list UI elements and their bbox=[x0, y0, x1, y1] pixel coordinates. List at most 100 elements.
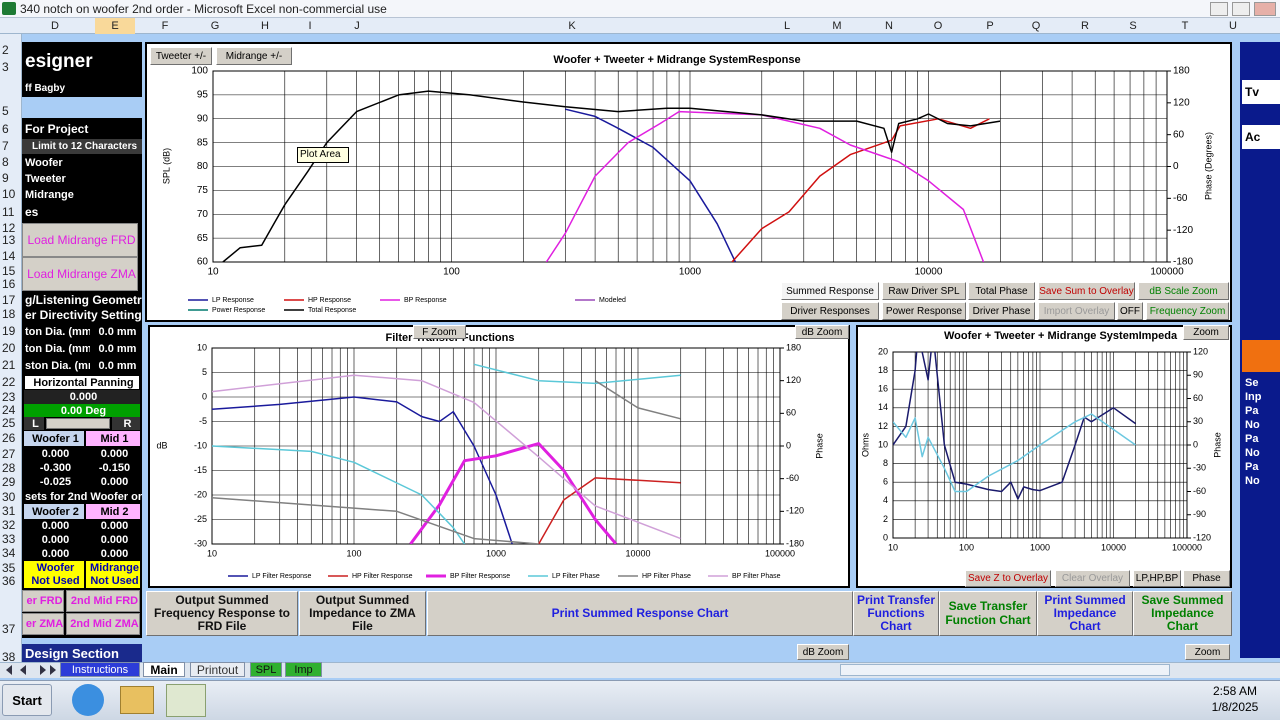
row-header[interactable]: 21 bbox=[2, 358, 16, 372]
explorer-icon[interactable] bbox=[120, 686, 154, 714]
column-header[interactable]: S bbox=[1129, 20, 1137, 32]
row-header[interactable]: 25 bbox=[2, 416, 16, 430]
left-panel-cell[interactable]: er ZMA bbox=[22, 613, 64, 635]
row-header[interactable]: 29 bbox=[2, 475, 16, 489]
column-header[interactable]: M bbox=[832, 20, 842, 32]
chart-button[interactable]: Clear Overlay bbox=[1055, 570, 1130, 587]
row-header[interactable]: 33 bbox=[2, 532, 16, 546]
row-header[interactable]: 3 bbox=[2, 60, 9, 74]
column-header[interactable]: U bbox=[1229, 20, 1237, 32]
column-header[interactable]: J bbox=[354, 20, 360, 32]
sheet-tab[interactable]: Main bbox=[143, 662, 185, 677]
horizontal-scrollbar[interactable] bbox=[840, 664, 1170, 676]
right-panel-cell[interactable]: Tv bbox=[1242, 80, 1280, 104]
chart-button[interactable]: Total Phase bbox=[968, 282, 1035, 300]
chart-button[interactable]: Save Sum to Overlay bbox=[1038, 282, 1135, 300]
chart-button[interactable]: Driver Phase bbox=[968, 302, 1035, 320]
chart-button[interactable]: Driver Responses bbox=[781, 302, 879, 320]
row-header[interactable]: 35 bbox=[2, 561, 16, 575]
row-header[interactable]: 14 bbox=[2, 249, 16, 263]
action-button[interactable]: Output Summed Impedance to ZMA File bbox=[299, 591, 426, 636]
row-header[interactable]: 19 bbox=[2, 324, 16, 338]
row-header[interactable]: 36 bbox=[2, 574, 16, 588]
action-button[interactable]: Save Summed Impedance Chart bbox=[1133, 591, 1232, 636]
action-button[interactable]: Output Summed Frequency Response to FRD … bbox=[146, 591, 298, 636]
row-header[interactable]: 18 bbox=[2, 307, 16, 321]
column-header[interactable]: R bbox=[1081, 20, 1089, 32]
chart-button[interactable]: OFF bbox=[1117, 302, 1143, 320]
chart-button[interactable]: LP,HP,BP bbox=[1133, 570, 1181, 587]
left-panel-cell[interactable]: er FRD bbox=[22, 590, 64, 612]
action-button[interactable]: Print Transfer Functions Chart bbox=[853, 591, 939, 636]
sheet-tab[interactable]: Instructions bbox=[60, 662, 140, 677]
row-header[interactable]: 28 bbox=[2, 461, 16, 475]
row-header[interactable]: 27 bbox=[2, 447, 16, 461]
column-header[interactable]: G bbox=[210, 20, 220, 32]
action-button[interactable]: dB Zoom bbox=[797, 644, 849, 660]
row-header[interactable]: 2 bbox=[2, 43, 9, 57]
row-header[interactable]: 31 bbox=[2, 504, 16, 518]
column-header[interactable]: N bbox=[885, 20, 893, 32]
chart-button[interactable]: dB Zoom bbox=[795, 325, 849, 339]
chart-button[interactable]: Zoom bbox=[1183, 325, 1229, 340]
sheet-tab[interactable]: SPL bbox=[250, 662, 282, 677]
chart-button[interactable]: Tweeter +/- bbox=[150, 47, 212, 65]
row-header[interactable]: 20 bbox=[2, 341, 16, 355]
row-header[interactable]: 34 bbox=[2, 546, 16, 560]
column-header[interactable]: K bbox=[568, 20, 576, 32]
ie-icon[interactable] bbox=[72, 684, 104, 716]
clock-time[interactable]: 2:58 AM bbox=[1212, 684, 1258, 698]
left-panel-cell[interactable]: Load Midrange FRD bbox=[22, 223, 138, 257]
column-header[interactable]: P bbox=[986, 20, 994, 32]
row-header[interactable]: 7 bbox=[2, 139, 9, 153]
row-header[interactable]: 22 bbox=[2, 375, 16, 389]
action-button[interactable]: Save Transfer Function Chart bbox=[939, 591, 1037, 636]
chart-button[interactable]: Phase bbox=[1183, 570, 1230, 587]
excel-taskbar-icon[interactable] bbox=[166, 684, 206, 717]
column-header[interactable]: D bbox=[51, 20, 59, 32]
chart-button[interactable]: Import Overlay bbox=[1038, 302, 1115, 320]
row-header[interactable]: 23 bbox=[2, 390, 16, 404]
row-header[interactable]: 37 bbox=[2, 622, 16, 636]
row-header[interactable]: 10 bbox=[2, 187, 16, 201]
row-header[interactable]: 6 bbox=[2, 122, 9, 136]
start-button[interactable]: Start bbox=[2, 684, 52, 716]
chart-button[interactable]: F Zoom bbox=[413, 325, 466, 339]
left-panel-cell[interactable]: 2nd Mid FRD bbox=[66, 590, 140, 612]
row-header[interactable]: 17 bbox=[2, 293, 16, 307]
chart-button[interactable]: Raw Driver SPL bbox=[882, 282, 966, 300]
chart-button[interactable]: Midrange +/- bbox=[216, 47, 292, 65]
column-header[interactable]: Q bbox=[1031, 20, 1041, 32]
left-panel-cell[interactable]: Load Midrange ZMA bbox=[22, 257, 138, 291]
row-header[interactable]: 15 bbox=[2, 264, 16, 278]
chart-button[interactable]: dB Scale Zoom bbox=[1138, 282, 1229, 300]
row-header[interactable]: 30 bbox=[2, 490, 16, 504]
column-header[interactable]: H bbox=[261, 20, 269, 32]
column-header[interactable]: T bbox=[1181, 20, 1189, 32]
minimize-button[interactable] bbox=[1210, 2, 1228, 16]
row-header[interactable]: 38 bbox=[2, 650, 16, 664]
row-header[interactable]: 5 bbox=[2, 104, 9, 118]
column-header[interactable]: F bbox=[161, 20, 169, 32]
row-header[interactable]: 32 bbox=[2, 518, 16, 532]
row-header[interactable]: 26 bbox=[2, 431, 16, 445]
column-header[interactable]: E bbox=[95, 18, 135, 34]
left-panel-cell[interactable]: 2nd Mid ZMA bbox=[66, 613, 140, 635]
action-button[interactable]: Zoom bbox=[1185, 644, 1230, 660]
action-button[interactable]: Print Summed Response Chart bbox=[427, 591, 853, 636]
row-header[interactable]: 11 bbox=[2, 205, 15, 219]
chart-button[interactable]: Summed Response bbox=[781, 282, 879, 300]
sheet-tab[interactable]: Printout bbox=[190, 662, 245, 677]
row-header[interactable]: 9 bbox=[2, 171, 9, 185]
column-header[interactable]: I bbox=[308, 20, 312, 32]
tab-navigation[interactable] bbox=[2, 663, 58, 677]
clock-date[interactable]: 1/8/2025 bbox=[1211, 700, 1259, 714]
action-button[interactable]: Print Summed Impedance Chart bbox=[1037, 591, 1133, 636]
chart-button[interactable]: Power Response bbox=[882, 302, 966, 320]
column-header[interactable]: L bbox=[783, 20, 791, 32]
left-panel-cell[interactable]: R bbox=[112, 417, 140, 430]
close-button[interactable] bbox=[1254, 2, 1276, 16]
left-panel-cell[interactable]: L bbox=[24, 417, 44, 430]
restore-button[interactable] bbox=[1232, 2, 1250, 16]
row-header[interactable]: 16 bbox=[2, 277, 16, 291]
